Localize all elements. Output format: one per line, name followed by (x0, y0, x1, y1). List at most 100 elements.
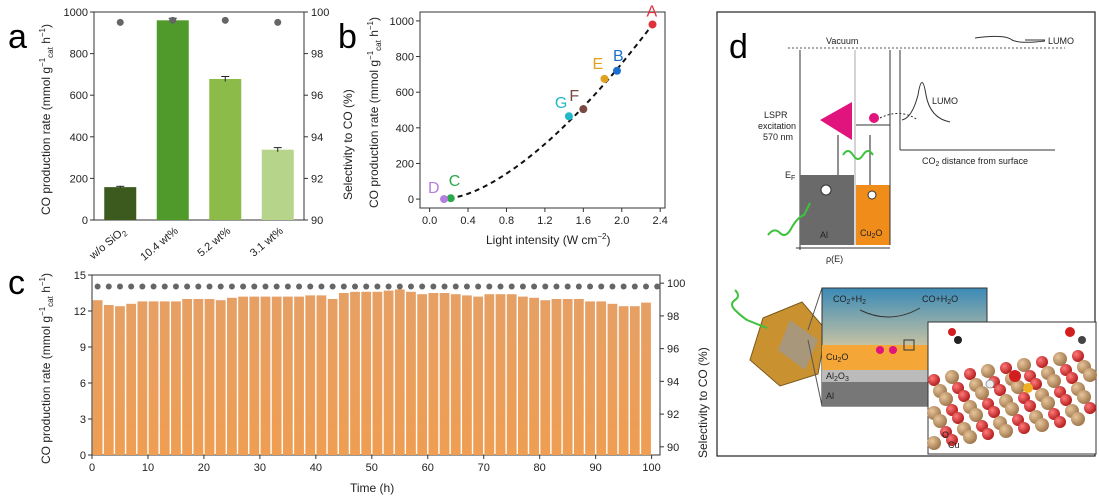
lspr-label-2: excitation (758, 121, 796, 131)
copper-atom (927, 436, 941, 450)
selectivity-dot-a-3 (274, 18, 282, 26)
oxygen-atom (1000, 362, 1012, 374)
bar-c-9 (193, 299, 204, 455)
bar-c-12 (227, 297, 237, 455)
copper-atom (933, 414, 947, 428)
ytick-label-c: 9 (80, 342, 86, 354)
point-G (564, 112, 573, 121)
ytick-label-b: 800 (396, 52, 414, 64)
sel-dot-c (318, 283, 325, 290)
point-label-A: A (647, 3, 658, 20)
y2tick-label-a: 98 (311, 49, 323, 61)
point-D (440, 195, 449, 204)
sel-dot-c (430, 283, 437, 290)
xtick-a-2: 5.2 wt% (195, 225, 233, 259)
sel-dot-c (609, 283, 616, 290)
copper-atom (945, 370, 959, 384)
bar-c-32 (450, 294, 461, 455)
point-C (446, 194, 455, 203)
oxygen-atom (1030, 378, 1042, 390)
lspr-cone (820, 102, 852, 140)
sel-dot-c (452, 283, 459, 290)
bar-c-29 (417, 294, 428, 455)
zoom-line-2 (807, 339, 823, 407)
bar-c-46 (607, 303, 618, 455)
sel-dot-c (620, 283, 627, 290)
lspr-label-3: 570 nm (763, 132, 793, 142)
vacuum-label: Vacuum (826, 36, 858, 46)
sel-dot-c (273, 283, 280, 290)
bar-c-17 (282, 296, 293, 455)
sel-dot-c (139, 283, 146, 290)
xtick-a-0: w/o SiO2 (87, 225, 130, 264)
bar-c-44 (585, 301, 595, 455)
sel-dot-c (385, 283, 392, 290)
sel-dot-c (116, 283, 123, 290)
lumo-top-curve (974, 35, 1046, 43)
xtick-label-b: 1.6 (576, 215, 591, 227)
point-label-F: F (569, 88, 579, 105)
copper-atom (981, 364, 995, 378)
bar-c-5 (148, 301, 159, 455)
y2tick-label-c: 100 (667, 278, 685, 290)
copper-atom (1017, 358, 1031, 372)
point-B (612, 66, 621, 75)
cu2o-label: Cu2O (860, 228, 882, 240)
ytick-label-c: 12 (74, 306, 86, 318)
cu-label: Cu (948, 440, 960, 450)
bar-a-0 (104, 187, 137, 220)
ytick-label-c: 6 (80, 378, 86, 390)
bar-c-16 (271, 296, 282, 455)
bar-c-41 (551, 299, 562, 455)
copper-atom (1035, 418, 1049, 432)
bar-c-1 (103, 305, 114, 455)
panel-label-a: a (8, 18, 27, 56)
sel-dot-c (251, 283, 258, 290)
sel-dot-c (575, 283, 582, 290)
ytick-label-a: 0 (82, 215, 88, 227)
ytick-label-a: 800 (70, 49, 88, 61)
bar-c-37 (506, 294, 517, 455)
bar-a-1 (156, 20, 189, 220)
nanoparticle-facet (778, 320, 818, 370)
y2tick-label-c: 94 (667, 376, 679, 388)
lumo-peak (901, 82, 951, 123)
xtick-label-b: 2.4 (653, 215, 668, 227)
panel-a-frame (93, 11, 305, 221)
point-label-C: C (449, 173, 461, 190)
oxygen-atom (1084, 402, 1096, 414)
sel-dot-c (352, 283, 359, 290)
gas-o2 (948, 328, 956, 336)
panel-b-chart: 0.0 0.4 0.8 1.2 1.6 2.0 2.4 0 200 400 600 800 1000 A… (366, 3, 668, 247)
bar-c-35 (484, 294, 495, 455)
panel-c-chart: 0 10 20 30 40 50 60 70 80 90 100 0 3 6 9 12 15 90 92 94 96 98… (38, 270, 710, 495)
adsorbate-h (985, 379, 995, 389)
xtick-label-b: 1.2 (537, 215, 552, 227)
sel-dot-c (587, 283, 594, 290)
oxygen-atom (988, 406, 1000, 418)
panel-d-frame (716, 11, 1096, 457)
ytick-label-a: 600 (70, 90, 88, 102)
bar-c-38 (518, 296, 528, 455)
sel-dot-c (340, 283, 347, 290)
bar-c-34 (473, 296, 484, 455)
sel-dot-c (240, 283, 247, 290)
bar-c-6 (159, 301, 170, 455)
point-E (600, 74, 609, 83)
panel-label-b: b (338, 18, 357, 56)
bar-c-7 (171, 301, 181, 455)
sel-dot-c (564, 283, 571, 290)
bar-c-21 (327, 299, 338, 455)
panel-c-selectivity-dots (94, 283, 661, 290)
oxygen-atom (1024, 400, 1036, 412)
oxygen-atom (958, 390, 970, 402)
y2tick-label-a: 94 (311, 132, 323, 144)
copper-atom (1083, 368, 1097, 382)
oxygen-atom (952, 412, 964, 424)
sel-dot-c (497, 283, 504, 290)
bar-c-42 (562, 299, 573, 455)
panel-a-bars (104, 16, 294, 220)
xtick-label-c: 90 (590, 462, 602, 474)
